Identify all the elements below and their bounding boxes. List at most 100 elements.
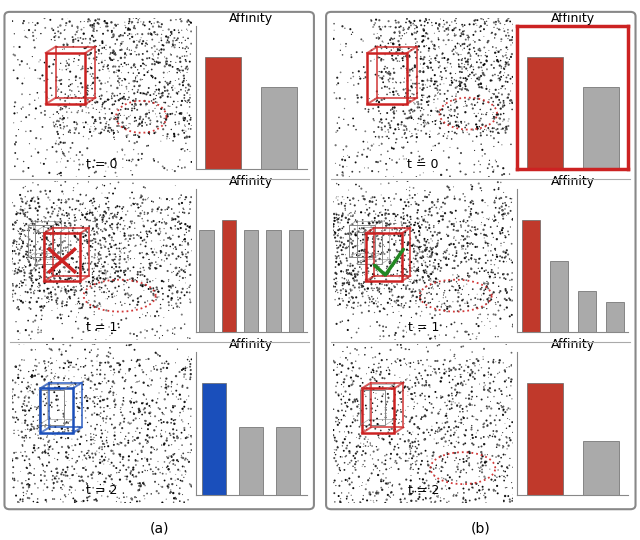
Point [178, 33, 188, 42]
Point [123, 264, 133, 273]
Point [403, 89, 413, 98]
Point [35, 274, 45, 283]
Point [63, 363, 74, 372]
Point [419, 116, 429, 125]
Point [494, 96, 504, 104]
Text: t = 1: t = 1 [408, 321, 439, 334]
Point [163, 462, 173, 470]
Point [338, 234, 348, 242]
Point [180, 86, 191, 95]
Point [369, 416, 379, 425]
Point [82, 235, 92, 244]
Point [145, 261, 156, 270]
Point [371, 232, 381, 241]
Point [433, 409, 444, 418]
Point [460, 249, 470, 258]
Point [381, 323, 391, 332]
Point [67, 248, 77, 257]
Point [20, 192, 30, 201]
Point [103, 78, 113, 86]
Point [427, 21, 437, 30]
Point [172, 254, 182, 263]
Point [500, 60, 511, 69]
Point [456, 418, 467, 427]
Point [397, 251, 408, 260]
Point [62, 471, 72, 480]
Point [387, 55, 397, 63]
Point [334, 465, 344, 474]
Point [394, 23, 404, 31]
Point [24, 427, 35, 436]
Point [48, 429, 58, 438]
Point [39, 480, 49, 488]
Point [108, 447, 118, 455]
Point [181, 63, 191, 71]
Point [495, 273, 505, 282]
Point [183, 210, 193, 218]
Point [117, 76, 127, 85]
Point [389, 214, 399, 222]
Point [163, 465, 173, 474]
Point [410, 99, 420, 108]
Point [17, 242, 28, 251]
Point [339, 378, 349, 387]
Point [467, 255, 477, 264]
Point [165, 31, 175, 40]
Point [346, 428, 356, 437]
Point [489, 211, 499, 220]
Point [97, 37, 108, 46]
Point [374, 285, 384, 294]
Point [391, 43, 401, 52]
Point [495, 98, 506, 107]
Point [498, 270, 508, 279]
Point [56, 287, 66, 296]
Point [426, 269, 436, 278]
Point [102, 394, 113, 403]
Point [105, 273, 115, 281]
Point [137, 410, 147, 419]
Point [434, 43, 444, 51]
Point [180, 44, 190, 53]
Point [390, 78, 401, 86]
Point [411, 296, 421, 305]
Point [406, 227, 417, 235]
Point [410, 125, 420, 133]
Point [8, 286, 19, 295]
Point [36, 326, 46, 335]
Point [440, 100, 451, 109]
Point [159, 256, 170, 265]
Point [479, 383, 489, 391]
Point [440, 306, 450, 314]
Point [403, 436, 413, 444]
Point [168, 429, 179, 438]
Point [135, 119, 145, 128]
Point [15, 225, 26, 233]
Point [461, 170, 471, 179]
Point [93, 239, 104, 248]
Point [33, 453, 44, 462]
Point [185, 222, 195, 231]
Point [61, 230, 71, 239]
Point [91, 462, 101, 471]
Point [171, 58, 181, 67]
Point [24, 261, 35, 270]
Point [147, 325, 157, 334]
Point [37, 246, 47, 254]
Bar [221, 220, 236, 332]
Point [432, 356, 442, 365]
Point [20, 127, 31, 136]
Point [436, 202, 447, 211]
Point [492, 443, 502, 451]
Point [74, 93, 84, 102]
Point [480, 457, 490, 466]
Point [145, 409, 155, 417]
Point [39, 390, 49, 399]
Point [491, 194, 501, 202]
Point [359, 164, 369, 172]
Point [142, 308, 152, 317]
Point [367, 297, 377, 306]
Point [118, 217, 129, 225]
Point [373, 123, 383, 131]
Point [337, 281, 348, 289]
Point [399, 301, 410, 310]
